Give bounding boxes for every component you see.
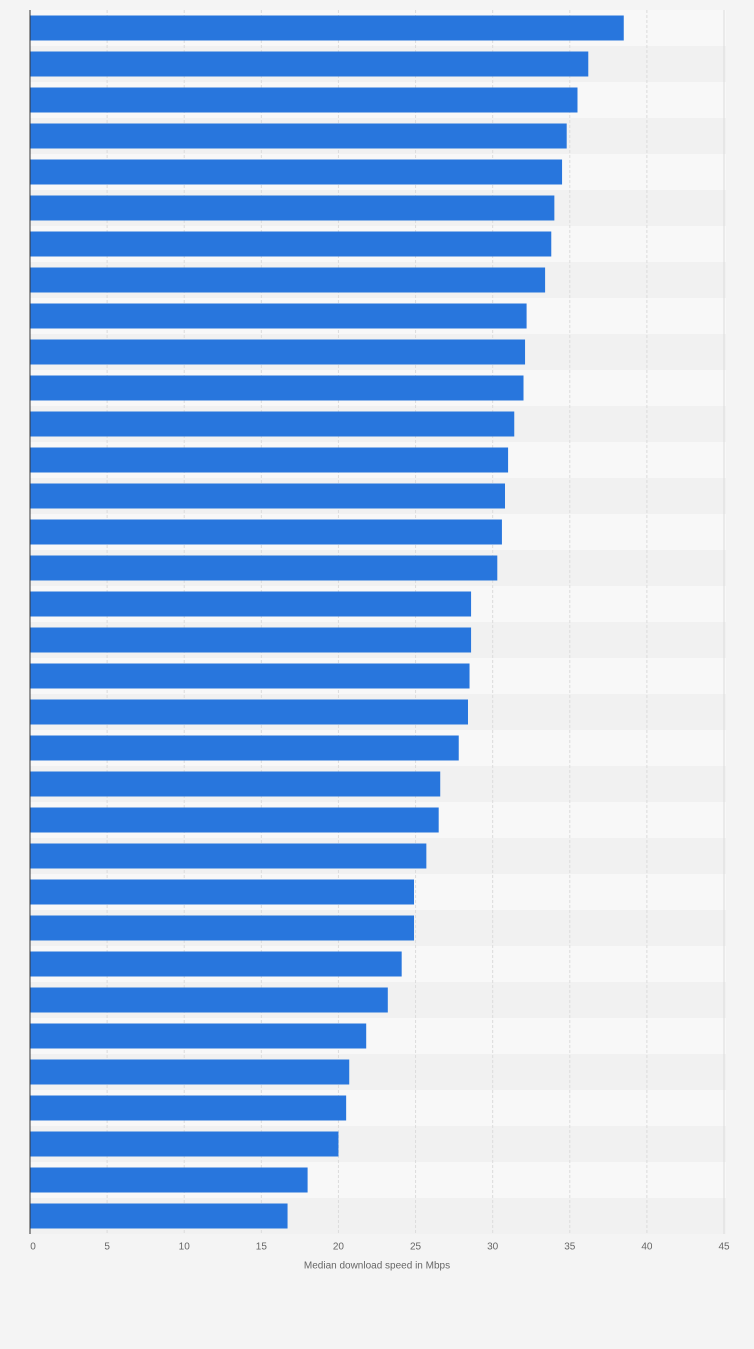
x-tick-label: 10 bbox=[179, 1242, 191, 1253]
x-tick-label: 30 bbox=[487, 1242, 499, 1253]
bar bbox=[30, 303, 527, 329]
bar bbox=[30, 1203, 288, 1229]
bar bbox=[30, 375, 524, 401]
bar bbox=[30, 951, 402, 977]
bar bbox=[30, 87, 578, 113]
bar bbox=[30, 447, 509, 473]
x-tick-label: 25 bbox=[410, 1242, 422, 1253]
bar bbox=[30, 339, 526, 365]
bar bbox=[30, 267, 546, 293]
bar bbox=[30, 915, 415, 941]
bar bbox=[30, 771, 441, 797]
bar bbox=[30, 735, 459, 761]
bar bbox=[30, 663, 470, 689]
x-tick-label: 40 bbox=[641, 1242, 653, 1253]
bar bbox=[30, 987, 388, 1013]
bar bbox=[30, 627, 472, 653]
bar bbox=[30, 843, 427, 869]
bar bbox=[30, 879, 415, 905]
bar bbox=[30, 159, 563, 185]
x-tick-label: 35 bbox=[564, 1242, 576, 1253]
x-tick-label: 15 bbox=[256, 1242, 268, 1253]
bar bbox=[30, 15, 624, 41]
bar bbox=[30, 519, 502, 545]
bar bbox=[30, 483, 506, 509]
bar bbox=[30, 411, 515, 437]
bar bbox=[30, 123, 567, 149]
bar bbox=[30, 1059, 350, 1085]
bar bbox=[30, 699, 468, 725]
x-tick-label: 5 bbox=[104, 1242, 110, 1253]
x-tick-label: 0 bbox=[30, 1242, 36, 1253]
bar bbox=[30, 1167, 308, 1193]
x-axis-label: Median download speed in Mbps bbox=[304, 1261, 450, 1272]
bar bbox=[30, 1023, 367, 1049]
bar bbox=[30, 231, 552, 257]
bar bbox=[30, 807, 439, 833]
bar bbox=[30, 555, 498, 581]
bar bbox=[30, 1095, 347, 1121]
bar bbox=[30, 51, 589, 77]
x-tick-label: 45 bbox=[718, 1242, 730, 1253]
bar bbox=[30, 1131, 339, 1157]
bar bbox=[30, 195, 555, 221]
x-tick-label: 20 bbox=[333, 1242, 345, 1253]
bar bbox=[30, 591, 472, 617]
